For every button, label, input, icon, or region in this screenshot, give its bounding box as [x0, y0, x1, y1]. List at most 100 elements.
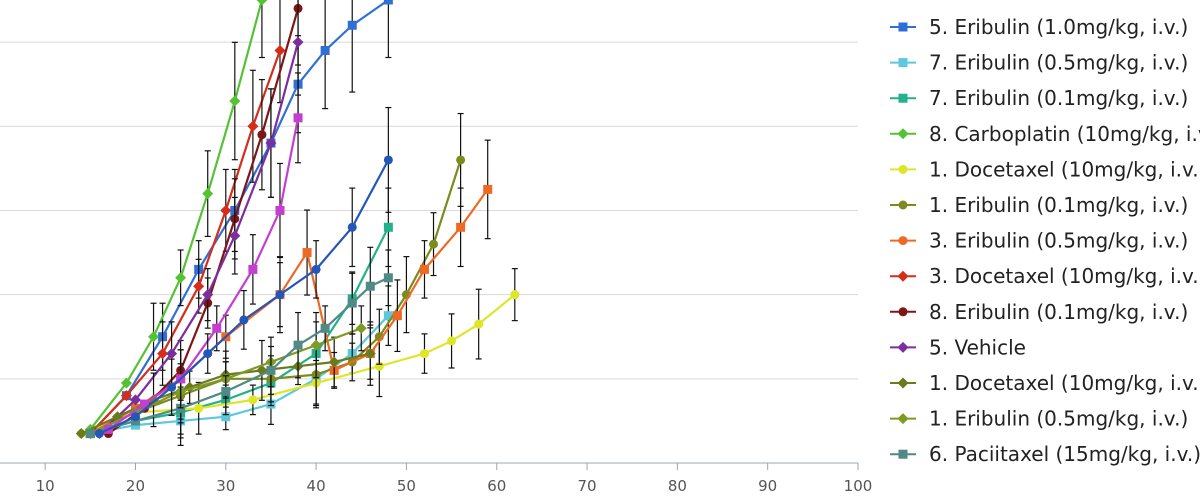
- x-tick-label: 80: [668, 477, 687, 495]
- data-point: [364, 348, 376, 360]
- plot-area: [75, 0, 520, 447]
- data-point: [120, 377, 132, 389]
- x-tick-label: 60: [487, 477, 506, 495]
- data-point: [292, 36, 304, 48]
- data-point: [94, 429, 104, 439]
- x-tick-label: 70: [578, 477, 597, 495]
- legend-label: 8. Eribulin (0.1mg/kg, i.v.): [929, 300, 1188, 324]
- data-point: [229, 230, 241, 242]
- data-point: [202, 188, 214, 200]
- legend-marker: [898, 93, 908, 103]
- x-tick-label: 20: [126, 477, 145, 495]
- x-tick-label: 10: [36, 477, 55, 495]
- legend-marker: [898, 200, 908, 210]
- data-point: [166, 348, 178, 360]
- legend-marker: [898, 236, 908, 246]
- data-point: [257, 130, 267, 140]
- legend-label: 1. Docetaxel (10mg/kg, i.v.): [929, 371, 1200, 395]
- series-line: [90, 314, 390, 435]
- data-point: [220, 204, 232, 216]
- data-point: [456, 222, 466, 232]
- legend-item[interactable]: 6. Paciitaxel (15mg/kg, i.v.): [890, 442, 1200, 466]
- data-point: [274, 45, 286, 57]
- legend-marker: [898, 307, 908, 317]
- data-point: [248, 264, 258, 274]
- data-point: [266, 365, 276, 375]
- legend-marker: [898, 164, 908, 174]
- data-point: [383, 0, 393, 5]
- x-tick-label: 100: [844, 477, 873, 495]
- legend-item[interactable]: 3. Eribulin (0.5mg/kg, i.v.): [890, 229, 1188, 253]
- data-point: [302, 248, 312, 258]
- data-point: [365, 281, 375, 291]
- legend-label: 8. Carboplatin (10mg/kg, i.v.): [929, 122, 1200, 146]
- data-point: [355, 322, 367, 334]
- data-point: [221, 412, 231, 422]
- data-point: [293, 340, 303, 350]
- data-point: [275, 290, 285, 300]
- series-line: [90, 276, 389, 435]
- data-point: [392, 311, 402, 321]
- data-point: [239, 315, 249, 325]
- data-point: [320, 46, 330, 56]
- legend-item[interactable]: 8. Eribulin (0.1mg/kg, i.v.): [890, 300, 1188, 324]
- legend-item[interactable]: 3. Docetaxel (10mg/kg, i.v.): [890, 264, 1200, 288]
- legend-item[interactable]: 1. Eribulin (0.1mg/kg, i.v.): [890, 193, 1188, 217]
- legend-label: 3. Docetaxel (10mg/kg, i.v.): [929, 264, 1200, 288]
- legend-item[interactable]: 1. Docetaxel (10mg/kg, i.v.): [890, 157, 1200, 181]
- legend-item[interactable]: 1. Docetaxel (10mg/kg, i.v.): [890, 371, 1200, 395]
- legend-label: 3. Eribulin (0.5mg/kg, i.v.): [929, 229, 1188, 253]
- legend-marker: [897, 413, 909, 425]
- data-point: [167, 382, 177, 392]
- legend-marker: [898, 22, 908, 32]
- data-point: [347, 222, 357, 232]
- legend-item[interactable]: 7. Eribulin (0.1mg/kg, i.v.): [890, 86, 1188, 110]
- data-point: [203, 349, 213, 359]
- data-point: [194, 403, 204, 413]
- legend-label: 6. Paciitaxel (15mg/kg, i.v.): [929, 442, 1200, 466]
- data-point: [456, 155, 466, 165]
- legend-marker: [897, 270, 909, 282]
- legend-marker: [898, 58, 908, 68]
- legend-label: 1. Eribulin (0.1mg/kg, i.v.): [929, 193, 1188, 217]
- legend-item[interactable]: 1. Eribulin (0.5mg/kg, i.v.): [890, 407, 1188, 431]
- data-point: [347, 298, 357, 308]
- legend-marker: [897, 128, 909, 140]
- data-point: [247, 120, 259, 132]
- data-point: [419, 349, 429, 359]
- x-tick-label: 40: [307, 477, 326, 495]
- x-tick-label: 50: [397, 477, 416, 495]
- series-line: [89, 188, 489, 435]
- data-point: [510, 290, 520, 300]
- data-point: [111, 411, 123, 423]
- data-point: [75, 428, 87, 440]
- legend-marker: [898, 449, 908, 459]
- legend-item[interactable]: 5. Vehicle: [890, 335, 1026, 359]
- data-point: [129, 394, 141, 406]
- legend-label: 5. Eribulin (1.0mg/kg, i.v.): [929, 15, 1188, 39]
- data-point: [157, 348, 169, 360]
- series-9: [93, 0, 304, 440]
- legend-marker: [897, 377, 909, 389]
- data-point: [311, 264, 321, 274]
- x-tick-label: 30: [216, 477, 235, 495]
- data-point: [429, 239, 439, 249]
- data-point: [265, 137, 277, 149]
- legend-item[interactable]: 5. Eribulin (1.0mg/kg, i.v.): [890, 15, 1188, 39]
- data-point: [140, 399, 150, 409]
- legend-item[interactable]: 7. Eribulin (0.5mg/kg, i.v.): [890, 51, 1188, 75]
- legend-marker: [897, 341, 909, 353]
- data-point: [347, 20, 357, 30]
- data-point: [212, 323, 222, 333]
- series-3: [84, 0, 268, 435]
- data-point: [229, 95, 241, 107]
- legend-label: 7. Eribulin (0.5mg/kg, i.v.): [929, 51, 1188, 75]
- data-point: [419, 264, 429, 274]
- legend-item[interactable]: 8. Carboplatin (10mg/kg, i.v.): [890, 122, 1200, 146]
- data-point: [221, 386, 231, 396]
- x-axis: 10 20 30 40 50 60 70 80 90 100: [0, 462, 873, 495]
- data-point: [202, 289, 214, 301]
- data-point: [320, 323, 330, 333]
